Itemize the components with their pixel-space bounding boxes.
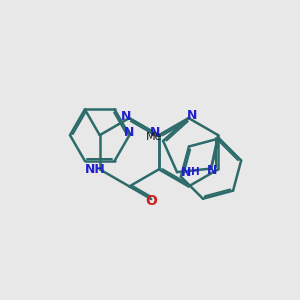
Text: N: N xyxy=(124,126,135,139)
Text: N: N xyxy=(181,166,191,178)
Text: O: O xyxy=(145,194,157,208)
Text: N: N xyxy=(150,126,161,139)
Text: N: N xyxy=(187,109,197,122)
Text: H: H xyxy=(191,167,200,177)
Text: N: N xyxy=(207,164,218,177)
Text: NH: NH xyxy=(85,163,106,176)
Text: N: N xyxy=(121,110,131,123)
Text: Me: Me xyxy=(146,132,162,142)
